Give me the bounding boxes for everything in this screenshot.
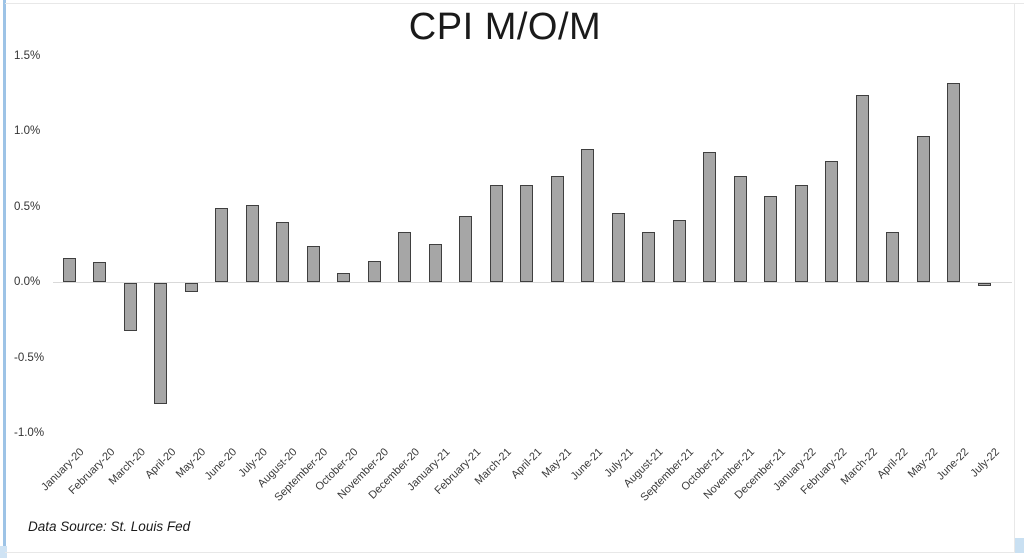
bar [398, 232, 411, 282]
bar [581, 149, 594, 282]
x-axis-label: June-20 [202, 446, 239, 483]
x-axis-label: June-22 [934, 446, 971, 483]
bar [734, 176, 747, 282]
bar [368, 261, 381, 282]
bar [978, 283, 991, 286]
bar [947, 83, 960, 282]
bar [825, 161, 838, 282]
y-axis-tick-label: 1.5% [14, 49, 41, 62]
data-source-note: Data Source: St. Louis Fed [28, 519, 191, 534]
bar [795, 185, 808, 282]
bar [337, 273, 350, 282]
y-axis-tick-label: 0.5% [14, 200, 41, 213]
bar [703, 152, 716, 282]
bar [63, 258, 76, 282]
chart-title: CPI M/O/M [408, 6, 602, 48]
bar [520, 185, 533, 282]
bar [886, 232, 899, 282]
y-axis-tick-label: -0.5% [14, 351, 45, 364]
bar [856, 95, 869, 282]
bar [93, 262, 106, 282]
bar [307, 246, 320, 282]
x-axis-label: April-21 [508, 446, 544, 482]
bar [764, 196, 777, 282]
y-axis-tick-label: 0.0% [14, 276, 41, 288]
y-axis-tick-label: -1.0% [14, 427, 45, 439]
x-axis-label: June-21 [568, 446, 605, 483]
zero-axis-line [53, 282, 1012, 283]
bar [917, 136, 930, 282]
bar [673, 220, 686, 282]
bar [612, 213, 625, 282]
left-border-accent-foot [0, 546, 7, 558]
bar [642, 232, 655, 282]
bar [124, 283, 137, 331]
x-axis-label: April-22 [874, 446, 910, 482]
chart-frame-bottom-border [5, 552, 1015, 553]
bar [246, 205, 259, 282]
bar [276, 222, 289, 282]
x-axis-label: April-20 [142, 446, 178, 482]
scrollbar-corner [1015, 538, 1024, 553]
bar [215, 208, 228, 282]
bar [459, 216, 472, 282]
bar [185, 283, 198, 292]
bar [490, 185, 503, 282]
x-axis-label: July-22 [967, 446, 1002, 480]
bar [154, 283, 167, 404]
chart-frame-top-border [5, 3, 1024, 4]
y-axis-tick-label: 1.0% [14, 125, 41, 137]
left-border-accent [3, 0, 6, 558]
chart-frame-right-border [1014, 3, 1015, 553]
bar [551, 176, 564, 282]
bar [429, 244, 442, 282]
